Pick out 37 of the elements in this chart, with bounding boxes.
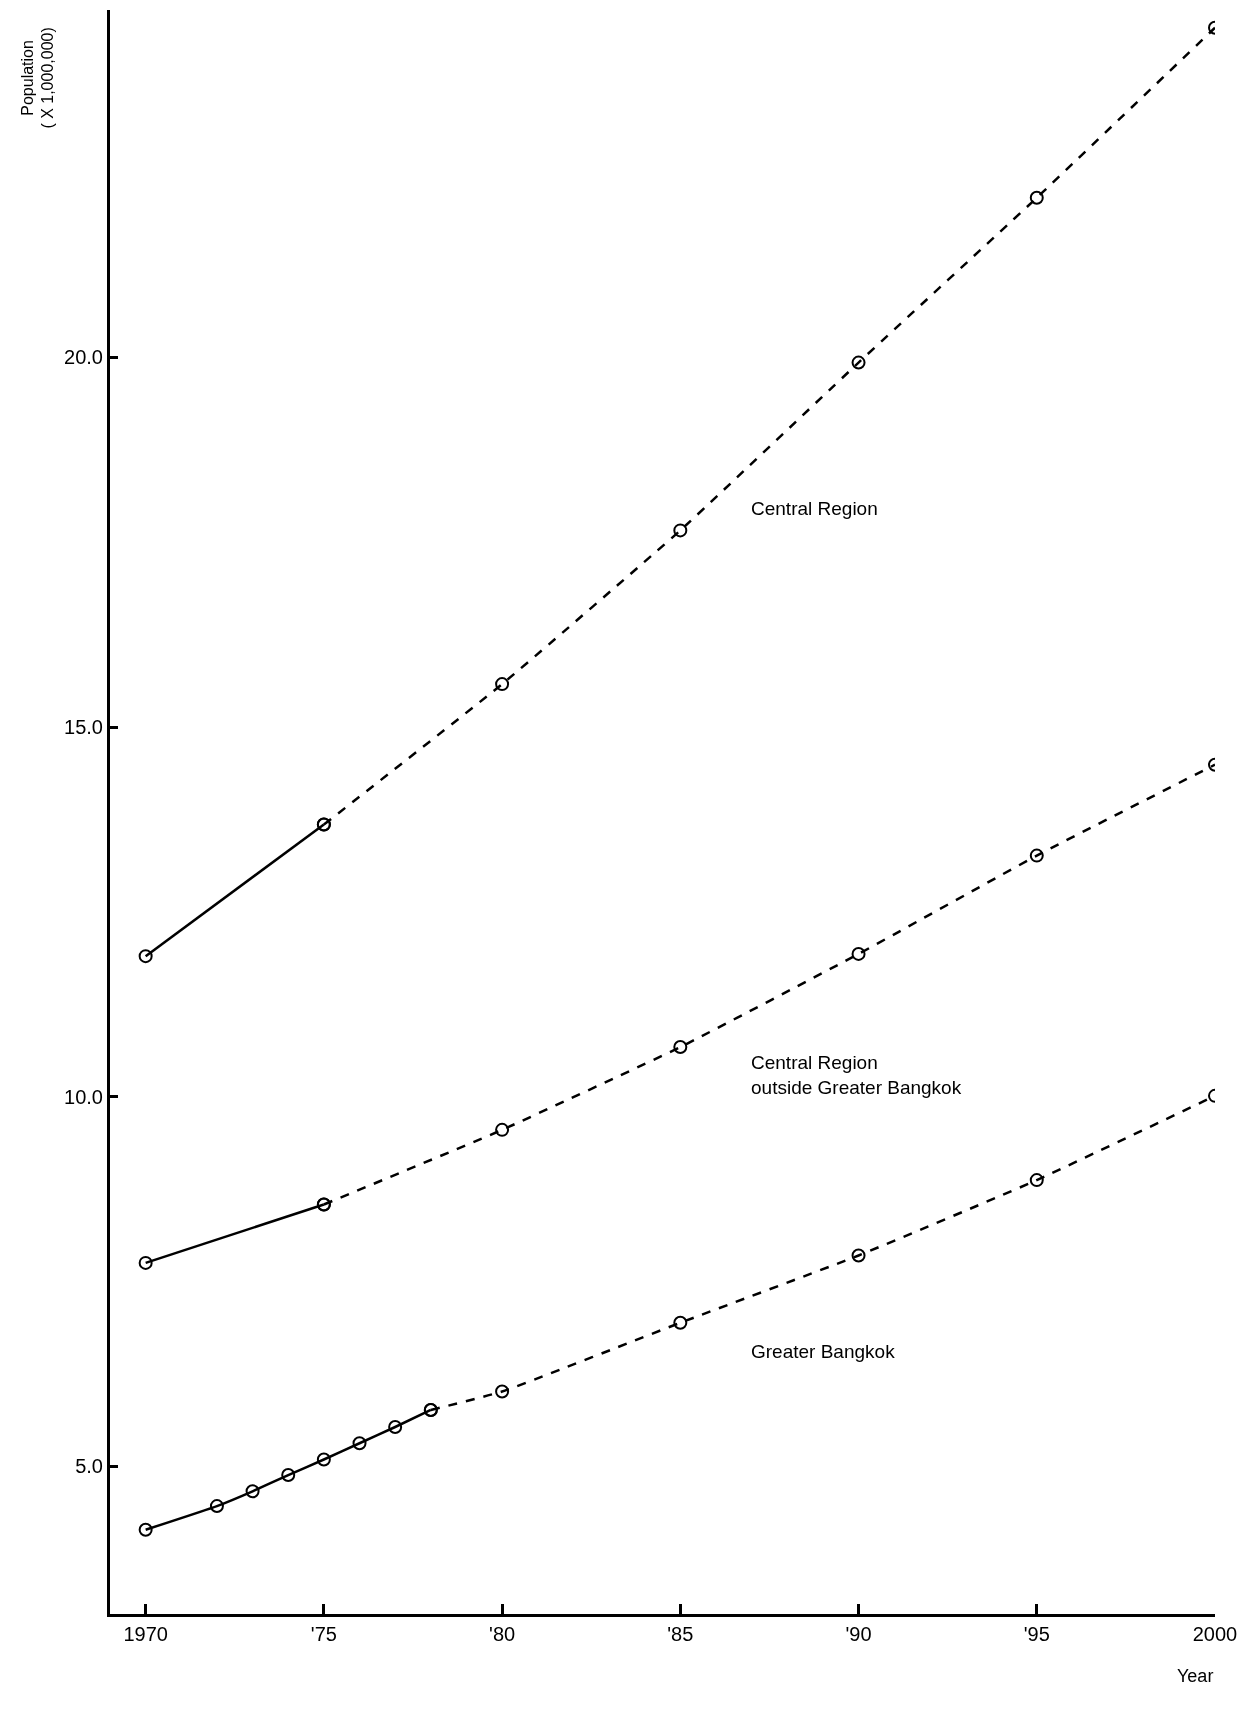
point — [495, 677, 510, 692]
point — [851, 946, 866, 961]
point — [495, 1384, 510, 1399]
x-tick-label: '90 — [845, 1623, 872, 1645]
y-tick-label: 20.0 — [64, 346, 103, 369]
point — [245, 1484, 260, 1499]
point — [281, 1468, 296, 1483]
y-tick-label: 5.0 — [75, 1455, 103, 1478]
point — [138, 949, 153, 964]
text: Greater Bangkok — [751, 1341, 896, 1362]
point — [851, 355, 866, 370]
x-axis-title: Year — [1177, 1666, 1214, 1686]
x-tick-label: '75 — [310, 1623, 337, 1645]
y-tick-label: 10.0 — [64, 1085, 103, 1108]
point — [1029, 848, 1044, 863]
point — [851, 1248, 866, 1263]
point — [388, 1419, 403, 1434]
point — [673, 1315, 688, 1330]
y-tick-label: 15.0 — [64, 716, 103, 738]
point — [316, 1452, 331, 1467]
x-tick-label: 1970 — [123, 1623, 168, 1645]
x-tick-label: 2000 — [1192, 1623, 1238, 1645]
series-label: Central Region — [751, 498, 878, 519]
point — [138, 1522, 153, 1537]
x-tick-label: '85 — [667, 1623, 694, 1645]
x-tick-label: '80 — [489, 1623, 516, 1645]
point — [1029, 1173, 1044, 1188]
point — [495, 1122, 510, 1137]
x-tick-label: '95 — [1023, 1623, 1050, 1645]
point — [138, 1255, 153, 1270]
point — [673, 523, 688, 538]
point — [209, 1499, 224, 1514]
y-axis-title: Population ( X 1,000,000) — [18, 27, 57, 129]
point — [1029, 190, 1044, 205]
series-label: Central Region outside Greater Bangkok — [751, 1052, 962, 1098]
point — [673, 1040, 688, 1055]
point — [352, 1436, 367, 1451]
